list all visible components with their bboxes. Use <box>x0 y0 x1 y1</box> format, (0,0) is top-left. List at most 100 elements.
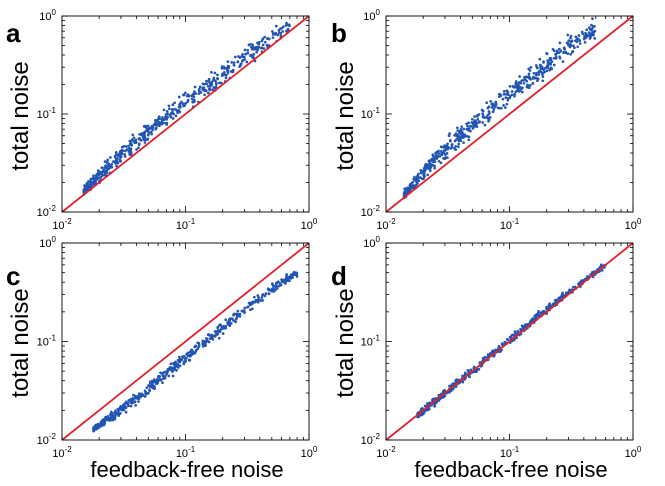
data-point <box>241 52 244 56</box>
data-point <box>275 282 278 286</box>
data-point <box>494 100 498 104</box>
data-point <box>199 91 203 94</box>
data-point <box>472 125 475 129</box>
y-tick-label: 10-2 <box>37 204 57 219</box>
data-point <box>260 46 264 50</box>
data-point <box>106 418 110 422</box>
data-point <box>226 69 229 73</box>
data-point <box>467 121 470 125</box>
data-point <box>555 49 559 53</box>
data-point <box>184 101 188 105</box>
data-point <box>271 33 275 36</box>
data-point <box>169 115 173 119</box>
data-point <box>207 79 211 83</box>
data-point <box>245 60 249 64</box>
data-point <box>262 47 266 50</box>
data-point <box>256 48 260 52</box>
data-point <box>281 30 285 33</box>
data-point <box>578 42 582 45</box>
data-point <box>286 27 290 31</box>
data-point <box>261 294 264 297</box>
data-point <box>552 56 556 60</box>
data-point <box>253 46 256 50</box>
data-point <box>467 138 471 142</box>
data-point <box>208 337 212 340</box>
data-point <box>285 29 288 33</box>
data-point <box>123 149 127 153</box>
data-point <box>137 400 140 403</box>
data-point <box>409 186 413 190</box>
data-point <box>148 388 151 392</box>
data-point <box>548 68 552 72</box>
data-point <box>541 75 545 78</box>
data-point <box>103 160 107 163</box>
data-point <box>439 161 443 165</box>
data-point <box>577 38 581 42</box>
plot-frame <box>61 15 310 213</box>
data-point <box>263 294 267 298</box>
data-point <box>214 81 218 85</box>
data-point <box>123 153 126 156</box>
data-point <box>437 159 441 163</box>
data-point <box>538 57 542 61</box>
data-point <box>132 136 136 140</box>
data-point <box>171 369 174 372</box>
data-point <box>447 134 451 138</box>
data-point <box>165 118 169 121</box>
data-point <box>440 145 444 149</box>
x-tick-label: 10-1 <box>500 217 520 232</box>
data-point <box>542 68 545 72</box>
data-point <box>448 138 452 142</box>
data-point <box>133 400 136 404</box>
data-point <box>182 102 185 106</box>
data-point <box>204 342 207 346</box>
data-point <box>169 362 173 366</box>
x-axis-label-c: feedback-free noise <box>90 457 283 482</box>
data-point <box>498 350 502 354</box>
data-point <box>216 330 220 333</box>
data-point <box>290 275 294 278</box>
data-point <box>161 371 165 375</box>
data-point <box>169 366 173 369</box>
data-point <box>587 31 591 34</box>
data-point <box>590 23 593 27</box>
data-point <box>592 33 595 37</box>
data-point <box>210 83 214 86</box>
data-point <box>513 85 517 89</box>
data-point <box>228 317 232 321</box>
data-point <box>456 145 460 149</box>
data-point <box>162 108 166 112</box>
data-point <box>503 341 507 344</box>
data-point <box>444 153 447 156</box>
data-point <box>421 412 425 416</box>
data-point <box>552 49 556 53</box>
data-point <box>157 120 161 124</box>
data-point <box>132 139 135 143</box>
data-point <box>265 43 269 47</box>
x-tick-label: 10-1 <box>176 445 196 460</box>
data-point <box>539 311 543 315</box>
data-point <box>137 146 140 150</box>
data-point <box>413 175 416 179</box>
data-point <box>446 146 450 149</box>
data-point <box>430 159 434 162</box>
data-point <box>203 93 206 97</box>
data-point <box>267 288 271 292</box>
data-point <box>157 375 160 379</box>
data-point <box>128 147 132 151</box>
data-point <box>143 389 147 393</box>
data-point <box>557 296 561 300</box>
data-point <box>111 414 115 417</box>
y-axis-label-a: total noise <box>7 61 34 170</box>
y-tick-label: 100 <box>39 235 56 250</box>
data-point <box>226 64 230 68</box>
data-point <box>220 66 224 70</box>
data-point <box>570 40 573 44</box>
data-point <box>558 56 562 60</box>
data-point <box>489 99 493 103</box>
data-point <box>153 122 157 126</box>
data-point <box>514 80 518 83</box>
data-point <box>553 299 557 302</box>
data-point <box>491 110 495 114</box>
data-point <box>549 58 553 61</box>
